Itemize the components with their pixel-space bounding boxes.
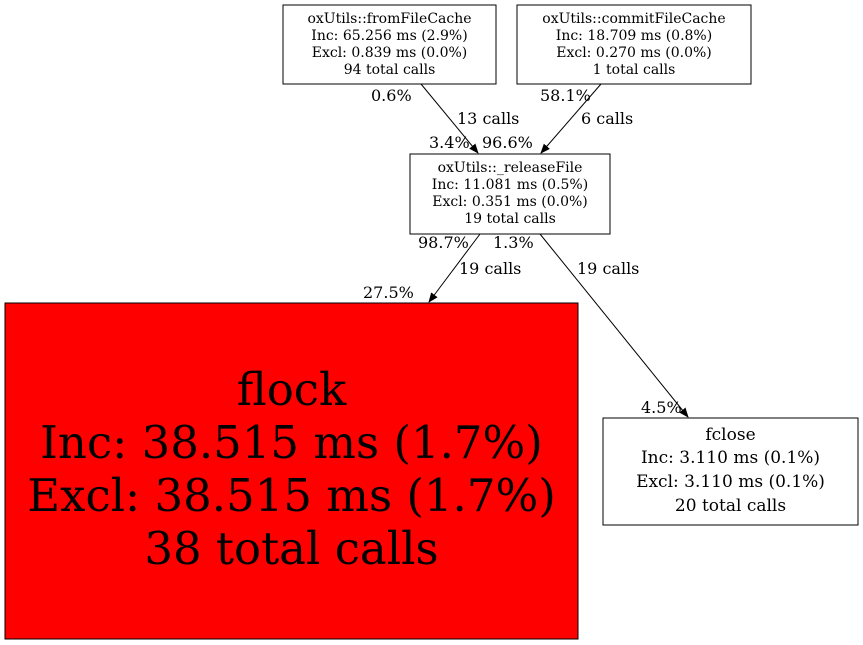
node-name: oxUtils::_releaseFile [438, 160, 583, 176]
edge-tail-label: 1.3% [493, 233, 534, 252]
node-excl: Excl: 0.351 ms (0.0%) [432, 194, 588, 210]
node-inc: Inc: 38.515 ms (1.7%) [40, 416, 543, 469]
node-name: fclose [705, 425, 755, 445]
node-fromfilecache[interactable]: oxUtils::fromFileCache Inc: 65.256 ms (2… [282, 4, 497, 85]
node-calls: 38 total calls [144, 522, 438, 575]
node-inc: Inc: 18.709 ms (0.8%) [556, 28, 712, 44]
node-excl: Excl: 0.270 ms (0.0%) [556, 45, 712, 61]
edge-head-label: 4.5% [641, 398, 682, 417]
edge-releasefile-fclose: 1.3% 19 calls 4.5% [493, 233, 689, 418]
node-inc: Inc: 11.081 ms (0.5%) [432, 177, 588, 193]
node-inc: Inc: 65.256 ms (2.9%) [311, 28, 467, 44]
node-name: oxUtils::fromFileCache [307, 11, 471, 27]
edge-label: 19 calls [459, 259, 521, 278]
edge-label: 13 calls [457, 109, 519, 128]
edge-head-label: 3.4% [429, 133, 470, 152]
edge-commitfilecache-releasefile: 58.1% 6 calls 96.6% [482, 83, 633, 154]
node-fclose[interactable]: fclose Inc: 3.110 ms (0.1%) Excl: 3.110 … [602, 417, 859, 526]
node-excl: Excl: 3.110 ms (0.1%) [636, 472, 825, 492]
node-name: oxUtils::commitFileCache [542, 11, 725, 27]
node-inc: Inc: 3.110 ms (0.1%) [641, 448, 820, 468]
node-name: flock [237, 363, 347, 416]
edge-tail-label: 98.7% [418, 233, 469, 252]
edge-head-label: 27.5% [363, 283, 414, 302]
node-calls: 1 total calls [593, 62, 676, 78]
node-commitfilecache[interactable]: oxUtils::commitFileCache Inc: 18.709 ms … [516, 4, 752, 85]
node-calls: 20 total calls [675, 496, 786, 516]
edge-label: 6 calls [581, 109, 633, 128]
edge-tail-label: 58.1% [540, 86, 591, 105]
node-flock[interactable]: flock Inc: 38.515 ms (1.7%) Excl: 38.515… [4, 302, 579, 640]
node-excl: Excl: 0.839 ms (0.0%) [312, 45, 468, 61]
edge-releasefile-flock: 98.7% 19 calls 27.5% [363, 233, 521, 303]
node-releasefile[interactable]: oxUtils::_releaseFile Inc: 11.081 ms (0.… [409, 153, 611, 235]
node-excl: Excl: 38.515 ms (1.7%) [27, 469, 556, 522]
node-calls: 19 total calls [464, 211, 556, 227]
node-calls: 94 total calls [344, 62, 436, 78]
edge-tail-label: 0.6% [371, 86, 412, 105]
edge-label: 19 calls [577, 259, 639, 278]
edge-fromfilecache-releasefile: 0.6% 13 calls 3.4% [371, 83, 519, 154]
edge-head-label: 96.6% [482, 133, 533, 152]
